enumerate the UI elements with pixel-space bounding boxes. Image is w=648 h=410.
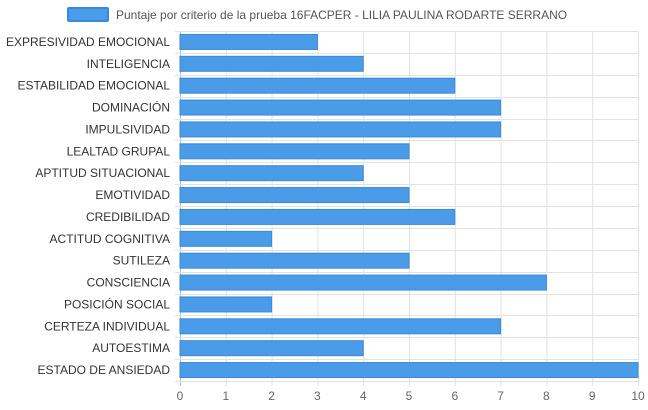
bar[interactable] — [179, 143, 410, 160]
category-label: DOMINACIÓN — [92, 100, 170, 115]
bar[interactable] — [179, 362, 639, 379]
bar[interactable] — [179, 187, 410, 204]
category-label: POSICIÓN SOCIAL — [64, 296, 170, 311]
x-tick-label: 7 — [497, 389, 504, 403]
x-tick-label: 0 — [177, 389, 184, 403]
category-label: SUTILEZA — [113, 254, 170, 268]
category-label: APTITUD SITUACIONAL — [35, 166, 170, 180]
bar[interactable] — [179, 274, 547, 291]
category-labels: EXPRESIVIDAD EMOCIONAL INTELIGENCIA ESTABI… — [6, 35, 170, 377]
category-label: CERTEZA INDIVIDUAL — [44, 319, 170, 333]
x-tick-label: 6 — [451, 389, 458, 403]
bar[interactable] — [179, 230, 273, 247]
category-label: ESTADO DE ANSIEDAD — [38, 363, 171, 377]
legend[interactable]: Puntaje por criterio de la prueba 16FACP… — [67, 7, 567, 22]
bars — [179, 33, 639, 379]
category-label: INTELIGENCIA — [87, 57, 170, 71]
bar[interactable] — [179, 77, 456, 94]
bar[interactable] — [179, 99, 502, 116]
category-label: CREDIBILIDAD — [86, 210, 170, 224]
x-tick-labels: 0 1 2 3 4 5 6 7 8 9 10 — [177, 389, 645, 403]
bar[interactable] — [179, 208, 456, 225]
bar[interactable] — [179, 121, 502, 138]
legend-label: Puntaje por criterio de la prueba 16FACP… — [116, 8, 567, 22]
x-tick-label: 4 — [360, 389, 367, 403]
bar[interactable] — [179, 165, 364, 182]
bar[interactable] — [179, 340, 364, 357]
category-label: EXPRESIVIDAD EMOCIONAL — [6, 35, 170, 49]
category-label: ESTABILIDAD EMOCIONAL — [18, 79, 171, 93]
bar[interactable] — [179, 252, 410, 269]
x-tick-label: 8 — [543, 389, 550, 403]
bar[interactable] — [179, 55, 364, 72]
category-label: EMOTIVIDAD — [95, 188, 170, 202]
bar[interactable] — [179, 296, 273, 313]
x-tick-label: 3 — [314, 389, 321, 403]
bar[interactable] — [179, 33, 318, 50]
legend-swatch — [67, 7, 109, 22]
x-tick-label: 10 — [631, 389, 645, 403]
category-label: CONSCIENCIA — [87, 276, 170, 290]
x-tick-label: 9 — [589, 389, 596, 403]
category-label: ACTITUD COGNITIVA — [50, 232, 170, 246]
category-label: IMPULSIVIDAD — [85, 122, 170, 136]
x-tick-label: 5 — [406, 389, 413, 403]
x-tick-label: 2 — [268, 389, 275, 403]
category-label: AUTOESTIMA — [92, 341, 170, 355]
category-label: LEALTAD GRUPAL — [67, 144, 171, 158]
x-tick-label: 1 — [222, 389, 229, 403]
bar[interactable] — [179, 318, 502, 335]
